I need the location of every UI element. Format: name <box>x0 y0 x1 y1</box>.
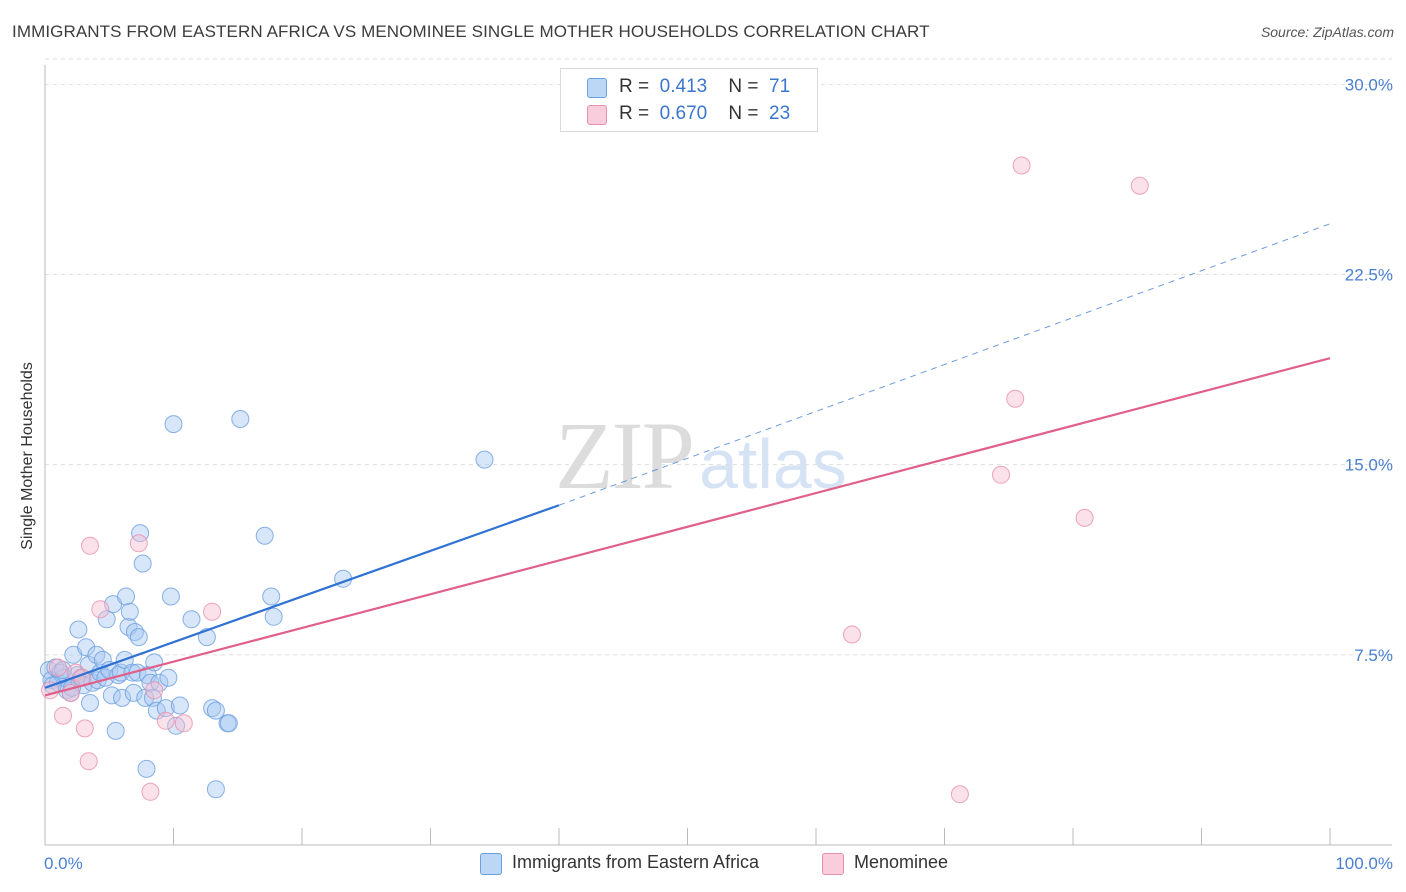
x-tick-label-max: 100.0% <box>1335 854 1393 873</box>
point-eastern-africa <box>113 688 132 707</box>
point-eastern-africa <box>231 410 250 428</box>
point-eastern-africa <box>117 587 135 606</box>
y-tick-label: 7.5% <box>1354 646 1393 665</box>
point-eastern-africa <box>182 610 201 629</box>
legend-swatch-pink <box>587 105 607 125</box>
point-menominee <box>174 714 193 733</box>
point-eastern-africa <box>81 694 99 712</box>
point-menominee <box>1075 508 1094 527</box>
point-menominee <box>1130 176 1149 195</box>
point-eastern-africa <box>137 759 156 778</box>
stats-legend: R = 0.413 N = 71 R = 0.670 N = 23 <box>560 68 818 132</box>
point-menominee <box>48 658 67 677</box>
point-eastern-africa <box>69 620 88 639</box>
trend-line-menominee <box>44 357 1331 697</box>
r-label: R = <box>619 76 650 97</box>
x-tick-label-min: 0.0% <box>44 854 83 873</box>
point-eastern-africa <box>164 415 183 434</box>
point-eastern-africa <box>77 638 96 657</box>
point-eastern-africa <box>219 714 238 733</box>
chart-title: IMMIGRANTS FROM EASTERN AFRICA VS MENOMI… <box>12 22 930 41</box>
point-eastern-africa <box>120 602 139 621</box>
point-eastern-africa <box>206 701 225 720</box>
n-label: N = <box>728 103 759 124</box>
point-eastern-africa <box>97 610 116 629</box>
trend-line-eastern-africa <box>44 504 560 689</box>
r-label: R = <box>619 103 650 124</box>
point-eastern-africa <box>170 696 189 715</box>
legend-label: Menominee <box>854 852 949 872</box>
point-eastern-africa <box>102 686 121 705</box>
point-menominee <box>950 785 969 804</box>
point-menominee <box>79 752 98 771</box>
point-menominee <box>54 706 72 725</box>
y-tick-label: 15.0% <box>1345 456 1393 475</box>
axes <box>44 65 1392 846</box>
point-menominee <box>141 782 160 801</box>
point-menominee <box>81 536 99 555</box>
point-menominee <box>1012 156 1031 175</box>
legend-swatch-blue <box>587 78 607 98</box>
source-credit: Source: ZipAtlas.com <box>1260 24 1394 40</box>
point-eastern-africa <box>106 721 125 740</box>
r-value: 0.413 <box>659 76 708 97</box>
legend-swatch-pink <box>822 853 844 875</box>
point-menominee <box>75 719 94 738</box>
point-menominee <box>843 625 861 644</box>
point-eastern-africa <box>161 587 180 606</box>
grid-lines <box>45 58 1392 656</box>
data-points <box>39 156 1149 804</box>
point-eastern-africa <box>129 628 148 647</box>
trend-line-eastern-africa-projection <box>558 223 1331 506</box>
point-menominee <box>1006 389 1025 408</box>
point-eastern-africa <box>255 526 274 545</box>
point-eastern-africa <box>159 668 178 687</box>
point-eastern-africa <box>264 607 283 626</box>
r-value: 0.670 <box>659 103 708 124</box>
point-menominee <box>156 711 175 730</box>
point-menominee <box>145 681 164 700</box>
n-value: 71 <box>769 76 791 97</box>
y-tick-label: 22.5% <box>1345 265 1393 284</box>
point-menominee <box>129 534 148 553</box>
point-menominee <box>91 600 110 619</box>
point-eastern-africa <box>206 780 225 799</box>
point-eastern-africa <box>262 587 281 606</box>
point-menominee <box>203 602 222 621</box>
point-eastern-africa <box>475 450 494 469</box>
legend-swatch-blue <box>480 853 502 875</box>
point-eastern-africa <box>156 699 175 718</box>
n-label: N = <box>728 76 759 97</box>
legend-label: Immigrants from Eastern Africa <box>512 852 760 872</box>
trend-lines <box>44 223 1331 697</box>
y-tick-label: 30.0% <box>1345 75 1393 94</box>
point-eastern-africa <box>133 554 152 573</box>
tick-labels: 7.5% 15.0% 22.5% 30.0% 0.0% 100.0% <box>44 75 1393 873</box>
point-eastern-africa <box>124 683 143 702</box>
n-value: 23 <box>769 103 791 124</box>
point-menominee <box>992 465 1010 484</box>
